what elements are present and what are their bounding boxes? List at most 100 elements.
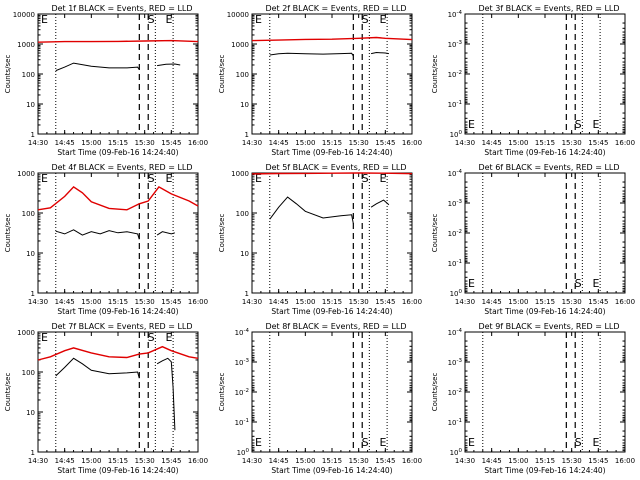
x-tick-label: 15:30 <box>349 139 369 147</box>
chart-title: Det 2f BLACK = Events, RED = LLD <box>265 4 406 13</box>
y-tick-label: 10-3 <box>448 40 463 49</box>
chart-title: Det 9f BLACK = Events, RED = LLD <box>478 322 619 331</box>
series-line <box>55 357 140 379</box>
x-axis-label: Start Time (09-Feb-16 14:24:40) <box>271 466 392 475</box>
x-tick-label: 15:15 <box>108 298 128 306</box>
x-tick-label: 14:45 <box>269 139 289 147</box>
y-tick-label: 10-2 <box>235 388 249 397</box>
series-line <box>37 345 199 361</box>
y-tick-label: 1 <box>245 131 249 139</box>
y-tick-label: 10 <box>26 409 35 417</box>
y-tick-label: 10-4 <box>448 169 463 178</box>
x-tick-label: 14:30 <box>28 139 48 147</box>
event-marker-label: S <box>575 118 582 131</box>
y-tick-label: 1 <box>31 131 35 139</box>
x-tick-label: 15:45 <box>588 457 608 465</box>
y-tick-label: 10 <box>240 250 249 258</box>
x-tick-label: 14:45 <box>269 457 289 465</box>
series-line <box>269 52 354 57</box>
x-tick-label: 15:00 <box>81 457 101 465</box>
x-tick-label: 15:45 <box>588 139 608 147</box>
series-line <box>370 199 390 208</box>
chart-panel: Det 1f BLACK = Events, RED = LLD 14:30 14:… <box>4 4 208 157</box>
x-tick-label: 15:15 <box>322 457 342 465</box>
x-tick-label: 15:30 <box>349 298 369 306</box>
y-tick-label: 1 <box>31 449 35 457</box>
y-tick-label: 10-2 <box>448 70 462 79</box>
x-tick-label: 15:30 <box>135 139 155 147</box>
y-tick-label: 100 <box>236 210 249 218</box>
x-tick-label: 16:00 <box>615 139 635 147</box>
chart-title: Det 8f BLACK = Events, RED = LLD <box>265 322 406 331</box>
y-axis-label: Counts/sec <box>218 214 226 253</box>
x-tick-label: 14:45 <box>482 139 502 147</box>
x-tick-label: 15:00 <box>81 298 101 306</box>
x-tick-label: 15:00 <box>508 139 528 147</box>
x-tick-label: 16:00 <box>188 457 208 465</box>
x-tick-label: 14:30 <box>28 298 48 306</box>
y-tick-label: 1000 <box>17 170 35 178</box>
chart-panel: Det 7f BLACK = Events, RED = LLD 14:30 14:… <box>4 322 208 475</box>
y-tick-label: 10 <box>26 250 35 258</box>
y-axis-label: Counts/sec <box>4 55 12 94</box>
x-axis-label: Start Time (09-Feb-16 14:24:40) <box>271 307 392 316</box>
y-tick-label: 100 <box>22 71 35 79</box>
y-tick-label: 100 <box>236 71 249 79</box>
y-axis-label: Counts/sec <box>4 214 12 253</box>
event-marker-label: S <box>362 436 369 449</box>
y-tick-label: 10-4 <box>235 328 250 337</box>
x-tick-label: 14:30 <box>28 457 48 465</box>
x-tick-label: 15:15 <box>535 298 555 306</box>
event-marker-label: S <box>575 277 582 290</box>
series-line <box>37 39 199 43</box>
event-marker-label: E <box>41 331 48 344</box>
event-marker-label: E <box>255 436 262 449</box>
x-tick-label: 15:00 <box>295 457 315 465</box>
y-tick-label: 10-1 <box>235 418 249 427</box>
chart-panel: Det 3f BLACK = Events, RED = LLD 14:30 14:… <box>431 4 635 157</box>
x-tick-label: 15:45 <box>375 298 395 306</box>
plot-frame <box>464 331 626 453</box>
y-tick-label: 10-4 <box>448 328 463 337</box>
x-axis-label: Start Time (09-Feb-16 14:24:40) <box>484 148 605 157</box>
chart-title: Det 5f BLACK = Events, RED = LLD <box>265 163 406 172</box>
x-tick-label: 15:45 <box>375 457 395 465</box>
event-marker-label: E <box>255 13 262 26</box>
x-axis-label: Start Time (09-Feb-16 14:24:40) <box>484 466 605 475</box>
x-axis-label: Start Time (09-Feb-16 14:24:40) <box>271 148 392 157</box>
plot-frame <box>464 172 626 294</box>
event-marker-label: S <box>362 172 369 185</box>
y-tick-label: 10000 <box>13 11 35 19</box>
x-tick-label: 15:45 <box>588 298 608 306</box>
y-tick-label: 100 <box>22 210 35 218</box>
x-tick-label: 15:15 <box>108 139 128 147</box>
series-line <box>55 229 140 240</box>
event-marker-label: E <box>468 118 475 131</box>
x-tick-label: 15:30 <box>562 298 582 306</box>
x-tick-label: 15:15 <box>322 139 342 147</box>
event-marker-label: S <box>148 13 155 26</box>
x-tick-label: 15:15 <box>535 139 555 147</box>
y-tick-label: 1000 <box>17 329 35 337</box>
x-tick-label: 14:30 <box>455 139 475 147</box>
x-tick-label: 15:00 <box>508 298 528 306</box>
x-tick-label: 14:30 <box>242 298 262 306</box>
x-tick-label: 15:45 <box>161 298 181 306</box>
y-tick-label: 10 <box>26 101 35 109</box>
x-axis-label: Start Time (09-Feb-16 14:24:40) <box>57 148 178 157</box>
event-marker-label: S <box>362 13 369 26</box>
series-line <box>251 36 413 42</box>
event-marker-label: E <box>592 436 599 449</box>
chart-panel: Det 4f BLACK = Events, RED = LLD 14:30 14:… <box>4 163 208 316</box>
y-axis-label: Counts/sec <box>431 55 439 94</box>
chart-title: Det 1f BLACK = Events, RED = LLD <box>51 4 192 13</box>
y-tick-label: 100 <box>450 289 463 298</box>
series-line <box>370 51 389 55</box>
chart-panel: Det 8f BLACK = Events, RED = LLD 14:30 14:… <box>218 322 422 475</box>
y-tick-label: 1000 <box>231 170 249 178</box>
y-tick-label: 100 <box>22 369 35 377</box>
x-tick-label: 14:45 <box>269 298 289 306</box>
x-tick-label: 15:15 <box>108 457 128 465</box>
y-tick-label: 10 <box>240 101 249 109</box>
y-tick-label: 10-4 <box>448 10 463 19</box>
